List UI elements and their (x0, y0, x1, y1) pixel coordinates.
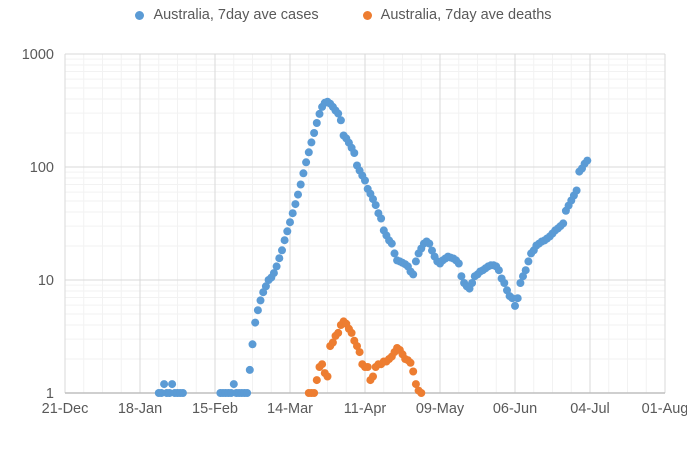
x-axis-tick-label: 09-May (416, 401, 465, 417)
cases-data-point (291, 200, 300, 209)
deaths-series (304, 317, 426, 397)
deaths-data-point (363, 363, 372, 371)
cases-data-point (361, 176, 369, 185)
cases-data-point (494, 266, 503, 275)
cases-data-point (334, 109, 343, 118)
cases-data-point (387, 239, 396, 248)
chart-legend: Australia, 7day ave cases Australia, 7da… (0, 7, 687, 23)
legend-item-cases[interactable]: Australia, 7day ave cases (135, 7, 319, 23)
cases-data-point (336, 116, 345, 125)
cases-data-point (511, 301, 519, 310)
y-axis-tick-label: 1 (46, 386, 54, 402)
cases-data-point (513, 294, 522, 303)
cases-data-point (269, 269, 278, 278)
cases-data-point (304, 148, 313, 157)
deaths-data-point (406, 358, 415, 367)
cases-data-point (251, 318, 260, 327)
cases-data-point (283, 227, 292, 236)
cases-data-point (178, 389, 187, 397)
cases-data-point (168, 380, 177, 389)
deaths-data-point (409, 367, 418, 376)
cases-series (154, 97, 592, 397)
cases-data-point (307, 138, 316, 147)
cases-data-point (369, 195, 377, 204)
cases-data-point (243, 389, 252, 397)
cases-data-point (261, 282, 270, 291)
deaths-data-point (347, 328, 356, 337)
cases-data-point (377, 214, 386, 223)
cases-data-point (409, 270, 418, 279)
cases-data-point (245, 365, 254, 374)
deaths-data-point (369, 372, 377, 381)
cases-data-point (296, 180, 305, 189)
y-axis-tick-label: 10 (38, 273, 54, 289)
cases-data-point (524, 257, 533, 266)
deaths-legend-label: Australia, 7day ave deaths (380, 7, 552, 23)
cases-data-point (278, 246, 286, 255)
x-axis-tick-label: 14-Mar (267, 401, 313, 417)
deaths-data-point (312, 376, 321, 385)
x-axis-tick-label: 06-Jun (493, 401, 537, 417)
cases-data-point (286, 218, 294, 227)
x-axis-tick-label: 11-Apr (344, 401, 387, 417)
cases-data-point (315, 109, 324, 118)
y-axis: 1 10 100 1000 (22, 47, 54, 402)
x-axis-tick-label: 21-Dec (42, 401, 89, 417)
cases-data-point (559, 219, 568, 228)
cases-data-point (229, 380, 238, 389)
x-axis-tick-label: 04-Jul (570, 401, 610, 417)
legend-item-deaths[interactable]: Australia, 7day ave deaths (362, 7, 552, 23)
cases-data-point (294, 190, 302, 199)
cases-data-point (288, 209, 297, 218)
cases-data-point (425, 239, 434, 248)
cases-data-point (428, 246, 436, 255)
cases-data-point (299, 169, 308, 178)
cases-data-point (516, 279, 525, 287)
cases-data-point (572, 186, 581, 195)
x-axis: 21-Dec 18-Jan 15-Feb 14-Mar 11-Apr 09-May 06-J… (42, 401, 687, 417)
deaths-data-point (353, 342, 361, 351)
deaths-data-point (334, 328, 343, 337)
deaths-data-point (411, 380, 420, 389)
cases-data-point (583, 156, 592, 165)
x-axis-tick-label: 01-Aug (642, 401, 687, 417)
cases-legend-marker-icon (135, 10, 145, 20)
cases-data-point (371, 201, 380, 210)
cases-data-point (272, 262, 281, 271)
deaths-data-point (318, 360, 327, 369)
cases-data-point (521, 266, 530, 275)
deaths-legend-marker-icon (362, 10, 372, 20)
deaths-data-point (323, 372, 332, 381)
cases-data-point (253, 306, 262, 315)
cases-data-point (280, 236, 289, 245)
cases-data-point (302, 158, 311, 167)
cases-data-point (500, 279, 509, 287)
cases-data-point (310, 129, 319, 137)
cases-data-point (350, 149, 359, 157)
cases-data-point (160, 380, 169, 389)
cases-data-point (248, 340, 257, 349)
deaths-data-point (417, 389, 426, 397)
deaths-data-point (310, 389, 319, 397)
cases-data-point (390, 249, 399, 258)
cases-data-point (256, 296, 265, 305)
cases-data-point (457, 272, 466, 281)
cases-data-point (468, 279, 477, 287)
cases-data-point (411, 257, 420, 266)
x-axis-tick-label: 15-Feb (192, 401, 238, 417)
y-axis-tick-label: 1000 (22, 47, 54, 63)
y-axis-tick-label: 100 (30, 160, 54, 176)
cases-data-point (275, 254, 284, 263)
x-axis-tick-label: 18-Jan (118, 401, 162, 417)
cases-legend-label: Australia, 7day ave cases (153, 7, 319, 23)
deaths-data-point (328, 338, 337, 347)
cases-data-point (312, 119, 321, 127)
deaths-data-point (355, 348, 364, 357)
major-gridlines (64, 53, 666, 394)
cases-data-point (454, 259, 463, 268)
cases-data-point (519, 272, 527, 281)
